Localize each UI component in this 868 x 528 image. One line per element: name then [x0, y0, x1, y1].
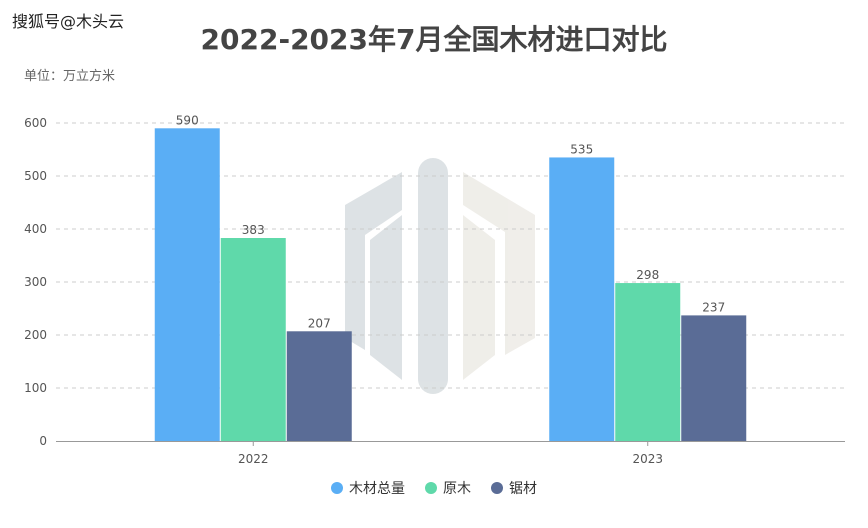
legend-item[interactable]: 锯材	[491, 478, 537, 498]
y-tick-label: 0	[39, 434, 47, 448]
bar[interactable]	[681, 315, 747, 441]
legend-item[interactable]: 木材总量	[331, 478, 405, 498]
x-tick-label: 2022	[238, 452, 269, 466]
legend-label: 木材总量	[349, 481, 405, 497]
bar[interactable]	[549, 157, 615, 441]
data-label: 237	[702, 300, 725, 314]
data-labels: 590 383 207 535 298 237	[176, 113, 725, 330]
y-axis-unit-label: 单位：万立方米	[24, 69, 116, 84]
legend-label: 锯材	[509, 481, 537, 497]
legend-label: 原木	[443, 481, 471, 497]
axes: 0 100 200 300 400 500 600 2022 2023	[24, 116, 845, 466]
y-tick-label: 600	[24, 116, 47, 130]
legend-dot-icon	[425, 482, 437, 494]
bar[interactable]	[220, 238, 286, 441]
data-label: 298	[636, 268, 659, 282]
bar[interactable]	[286, 331, 352, 441]
source-watermark: 搜狐号@木头云	[12, 12, 125, 31]
y-tick-label: 100	[24, 381, 47, 395]
data-label: 383	[242, 223, 265, 237]
x-tick-label: 2023	[632, 452, 663, 466]
y-tick-label: 200	[24, 328, 47, 342]
data-label: 590	[176, 113, 199, 127]
legend-dot-icon	[331, 482, 343, 494]
data-label: 207	[308, 316, 331, 330]
data-label: 535	[570, 142, 593, 156]
legend: 木材总量 原木 锯材	[0, 478, 868, 498]
y-tick-label: 500	[24, 169, 47, 183]
logo-watermark-icon	[345, 158, 535, 394]
bars	[154, 128, 747, 442]
legend-dot-icon	[491, 482, 503, 494]
chart-title: 2022-2023年7月全国木材进口对比	[200, 23, 668, 56]
bar[interactable]	[615, 283, 681, 441]
y-tick-label: 400	[24, 222, 47, 236]
legend-item[interactable]: 原木	[425, 478, 471, 498]
bar[interactable]	[154, 128, 220, 442]
y-tick-label: 300	[24, 275, 47, 289]
